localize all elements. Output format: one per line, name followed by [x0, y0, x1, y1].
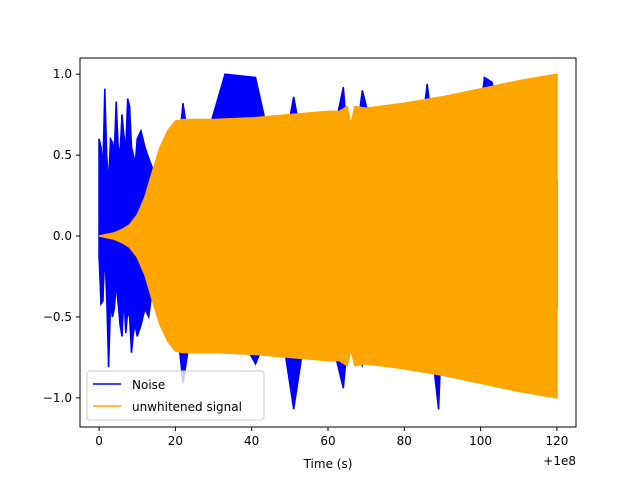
x-axis: 0 20 40 60 80 100 120 — [95, 427, 568, 448]
series-layer — [98, 73, 558, 410]
x-axis-label: Time (s) — [303, 457, 353, 471]
y-tick-label: −0.5 — [43, 310, 72, 324]
x-tick-label: 60 — [320, 434, 335, 448]
x-tick-label: 80 — [397, 434, 412, 448]
x-tick-label: 20 — [168, 434, 183, 448]
legend-label-unwhitened-signal: unwhitened signal — [132, 400, 242, 414]
x-tick-label: 120 — [545, 434, 568, 448]
plot-area — [79, 57, 577, 428]
y-tick-label: 0.0 — [53, 229, 72, 243]
y-axis: −1.0 −0.5 0.0 0.5 1.0 — [43, 67, 80, 405]
y-tick-label: 0.5 — [53, 148, 72, 162]
legend: Noise unwhitened signal — [86, 370, 265, 421]
legend-box — [86, 370, 265, 421]
y-tick-label: −1.0 — [43, 391, 72, 405]
x-tick-label: 0 — [95, 434, 103, 448]
x-tick-label: 40 — [244, 434, 259, 448]
legend-label-noise: Noise — [132, 378, 165, 392]
y-tick-label: 1.0 — [53, 67, 72, 81]
x-axis-offset-label: +1e8 — [543, 454, 576, 468]
x-tick-label: 100 — [469, 434, 492, 448]
